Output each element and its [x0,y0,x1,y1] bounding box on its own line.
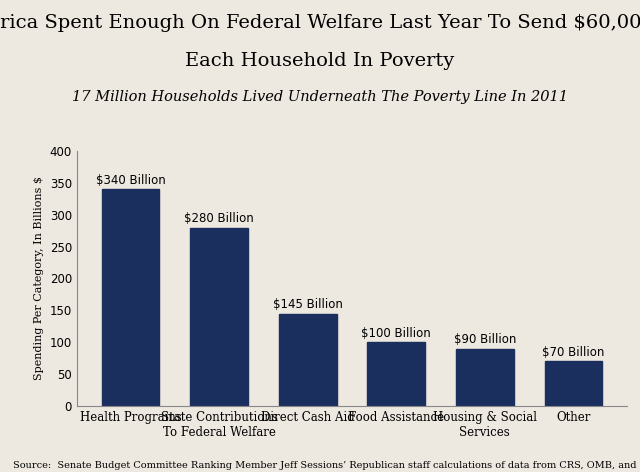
Bar [367,342,425,406]
Text: $145 Billion: $145 Billion [273,298,342,311]
Text: $280 Billion: $280 Billion [184,212,254,225]
Text: $90 Billion: $90 Billion [454,333,516,346]
Bar [279,313,337,406]
Text: Each Household In Poverty: Each Household In Poverty [186,52,454,70]
Bar [545,362,602,406]
Text: 17 Million Households Lived Underneath The Poverty Line In 2011: 17 Million Households Lived Underneath T… [72,90,568,104]
Bar [456,348,514,406]
Text: Source:  Senate Budget Committee Ranking Member Jeff Sessions’ Republican staff : Source: Senate Budget Committee Ranking … [13,461,640,470]
Text: $340 Billion: $340 Billion [96,174,166,187]
Text: $100 Billion: $100 Billion [362,327,431,340]
Text: $70 Billion: $70 Billion [542,346,605,359]
Bar [190,228,248,406]
Bar [102,189,159,406]
Text: America Spent Enough On Federal Welfare Last Year To Send $60,000 To: America Spent Enough On Federal Welfare … [0,14,640,32]
Y-axis label: Spending Per Category, In Billions $: Spending Per Category, In Billions $ [34,177,44,380]
